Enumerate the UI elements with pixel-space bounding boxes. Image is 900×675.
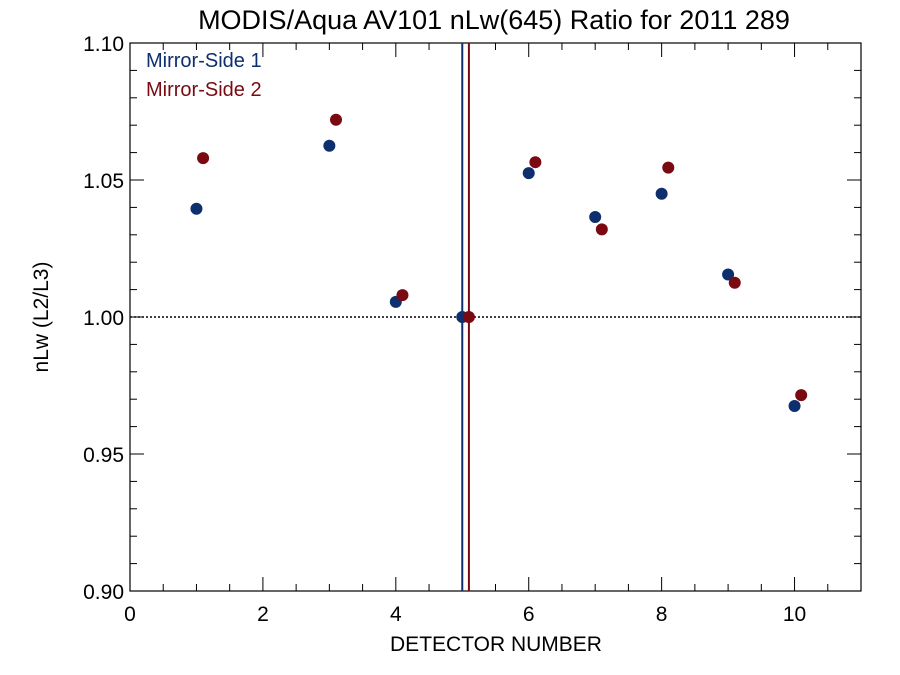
x-tick-label: 8 (656, 603, 668, 626)
x-tick-labels: 0 2 4 6 8 10 (124, 603, 806, 626)
y-tick-labels: 0.90 0.95 1.00 1.05 1.10 (83, 33, 124, 604)
series-2-point (595, 223, 608, 236)
y-tick-label: 0.95 (83, 444, 124, 467)
legend-item-mirror-side-2: Mirror-Side 2 (146, 79, 262, 101)
y-axis-label: nLw (L2/L3) (30, 262, 53, 373)
series-1-point (522, 167, 535, 180)
legend: Mirror-Side 1 Mirror-Side 2 (146, 50, 262, 101)
series-2-point (662, 161, 675, 174)
y-ticks (130, 42, 861, 592)
x-tick-label: 2 (257, 603, 269, 626)
y-tick-label: 1.00 (83, 307, 124, 330)
plot-area (129, 42, 862, 592)
y-tick-label: 1.05 (83, 170, 124, 193)
series-2-point (197, 152, 210, 165)
series-2-point (462, 311, 475, 323)
x-axis-label: DETECTOR NUMBER (390, 633, 602, 656)
series-1-point (722, 268, 735, 281)
series-1-point (589, 210, 602, 223)
series-2-point (396, 289, 409, 302)
y-tick-label: 1.10 (83, 33, 124, 56)
y-tick-label: 0.90 (83, 581, 124, 604)
data-points (190, 113, 808, 413)
series-1-point (788, 400, 801, 413)
x-tick-label: 6 (523, 603, 535, 626)
series-2-point (795, 389, 808, 402)
series-2-point (330, 113, 343, 126)
chart-title: MODIS/Aqua AV101 nLw(645) Ratio for 2011… (198, 5, 790, 35)
legend-item-mirror-side-1: Mirror-Side 1 (146, 50, 262, 72)
series-1-point (655, 187, 668, 200)
series-1-point (190, 202, 203, 215)
series-2-point (728, 276, 741, 289)
series-2-point (529, 156, 542, 169)
x-tick-label: 0 (124, 603, 136, 626)
series-1-point (323, 139, 336, 152)
x-tick-label: 10 (783, 603, 806, 626)
x-tick-label: 4 (390, 603, 402, 626)
